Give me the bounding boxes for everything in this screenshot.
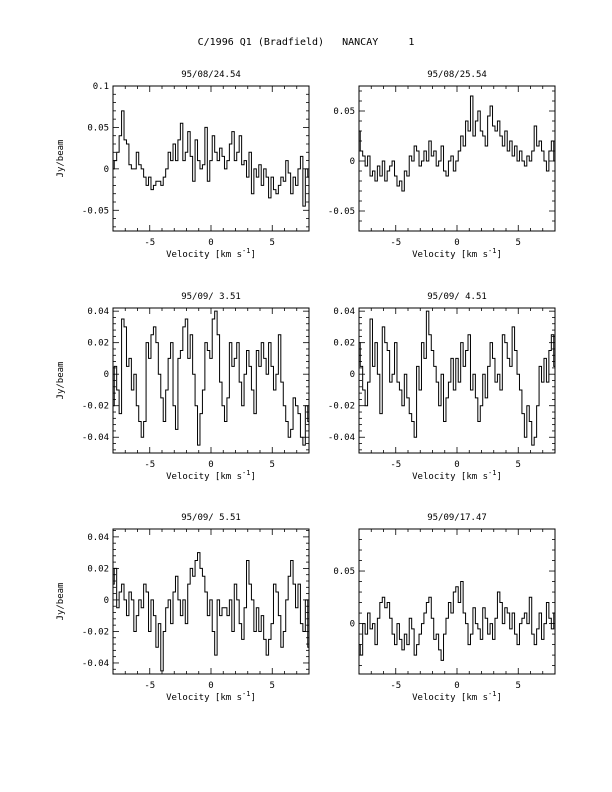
x-axis-label-exponent: -1 <box>488 247 496 255</box>
x-axis-label: Velocity [km s-1] <box>166 247 256 260</box>
y-tick-label: 0 <box>104 596 109 606</box>
y-tick-label: -0.04 <box>82 659 109 669</box>
x-tick-label: 0 <box>208 460 213 470</box>
y-tick-label: -0.02 <box>82 402 109 412</box>
page-title: C/1996 Q1 (Bradfield) NANCAY 1 <box>197 37 415 48</box>
panel-4: -5 0 5 -0.04 -0.02 0 0.02 0.04 95/09/ 4.51 Veloci… <box>328 292 556 482</box>
y-axis-label: Jy/beam <box>56 140 66 178</box>
x-tick-label: 0 <box>454 681 459 691</box>
y-tick-label: 0 <box>104 165 109 175</box>
x-axis-label-main: Velocity [km s <box>166 693 242 703</box>
x-tick-label: -5 <box>144 238 155 248</box>
x-tick-label: 5 <box>516 460 521 470</box>
y-tick-label: -0.04 <box>82 433 109 443</box>
x-tick-label: 0 <box>454 460 459 470</box>
x-tick-label: 5 <box>270 238 275 248</box>
y-tick-label: 0.05 <box>333 107 355 117</box>
panel-title: 95/08/25.54 <box>427 70 487 80</box>
y-axis-label: Jy/beam <box>56 583 66 621</box>
y-tick-label: 0.05 <box>333 567 355 577</box>
x-axis-label-exponent: -1 <box>242 247 250 255</box>
x-axis-label-close: ] <box>496 250 501 260</box>
spectrum-line <box>113 110 309 207</box>
plot-frame <box>112 528 310 675</box>
x-axis-label-exponent: -1 <box>242 469 250 477</box>
x-tick-label: 0 <box>454 238 459 248</box>
panel-title: 95/09/ 3.51 <box>181 292 241 302</box>
x-tick-label: -5 <box>144 681 155 691</box>
x-tick-label: 5 <box>516 681 521 691</box>
panel-3: -5 0 5 -0.04 -0.02 0 0.02 0.04 95/09/ 3.51 Veloci… <box>56 292 310 482</box>
x-tick-label: -5 <box>144 460 155 470</box>
y-tick-label: 0.02 <box>333 339 355 349</box>
y-tick-label: -0.02 <box>328 402 355 412</box>
x-axis-label: Velocity [km s-1] <box>166 469 256 482</box>
x-axis-label: Velocity [km s-1] <box>412 469 502 482</box>
x-tick-label: 5 <box>516 238 521 248</box>
plot-frame <box>358 528 556 675</box>
x-axis-label-close: ] <box>250 472 255 482</box>
y-tick-label: 0.02 <box>87 564 109 574</box>
x-axis-label-main: Velocity [km s <box>412 693 488 703</box>
y-tick-label: 0 <box>104 370 109 380</box>
y-tick-label: -0.04 <box>328 433 355 443</box>
panel-title: 95/09/ 4.51 <box>427 292 487 302</box>
y-tick-label: 0.04 <box>87 533 109 543</box>
x-axis-label: Velocity [km s-1] <box>166 690 256 703</box>
y-tick-label: 0 <box>350 370 355 380</box>
x-axis-label-close: ] <box>496 472 501 482</box>
x-axis-label-main: Velocity [km s <box>412 250 488 260</box>
panel-title: 95/09/ 5.51 <box>181 513 241 523</box>
x-tick-label: -5 <box>390 460 401 470</box>
panel-2: -5 0 5 -0.05 0 0.05 95/08/25.54 Velocity [km s-… <box>328 70 556 260</box>
x-tick-label: -5 <box>390 681 401 691</box>
x-axis-label-main: Velocity [km s <box>166 472 242 482</box>
x-axis-label-close: ] <box>250 693 255 703</box>
panel-title: 95/09/17.47 <box>427 513 487 523</box>
y-tick-label: 0.04 <box>87 307 109 317</box>
x-axis-label-close: ] <box>496 693 501 703</box>
y-tick-label: 0.02 <box>87 339 109 349</box>
y-tick-label: 0 <box>350 620 355 630</box>
x-axis-label: Velocity [km s-1] <box>412 690 502 703</box>
panel-1: -5 0 5 -0.05 0 0.05 0.1 95/08/24.54 Velocity [km… <box>56 70 310 260</box>
x-axis-label-main: Velocity [km s <box>412 472 488 482</box>
x-tick-label: 5 <box>270 681 275 691</box>
x-axis-label: Velocity [km s-1] <box>412 247 502 260</box>
spectrum-line <box>359 95 555 192</box>
y-tick-label: -0.05 <box>82 206 109 216</box>
x-axis-label-exponent: -1 <box>488 690 496 698</box>
x-axis-label-exponent: -1 <box>242 690 250 698</box>
y-tick-label: -0.02 <box>82 627 109 637</box>
plot-frame <box>112 307 310 454</box>
x-tick-label: 0 <box>208 681 213 691</box>
panel-5: -5 0 5 -0.04 -0.02 0 0.02 0.04 95/09/ 5.51 Veloci… <box>56 513 310 703</box>
y-tick-label: 0.1 <box>93 82 109 92</box>
spectrum-line <box>113 552 309 672</box>
spectrum-line <box>113 310 309 446</box>
x-tick-label: 5 <box>270 460 275 470</box>
y-tick-label: 0.05 <box>87 123 109 133</box>
spectrum-line <box>359 581 555 661</box>
panel-title: 95/08/24.54 <box>181 70 241 80</box>
y-axis-label: Jy/beam <box>56 362 66 400</box>
y-tick-label: 0.04 <box>333 307 355 317</box>
x-axis-label-exponent: -1 <box>488 469 496 477</box>
plot-frame <box>112 85 310 232</box>
plot-frame <box>358 307 556 454</box>
x-axis-label-main: Velocity [km s <box>166 250 242 260</box>
x-tick-label: -5 <box>390 238 401 248</box>
x-axis-label-close: ] <box>250 250 255 260</box>
y-tick-label: -0.05 <box>328 207 355 217</box>
plot-frame <box>358 85 556 232</box>
panel-6: -5 0 5 0 0.05 95/09/17.47 Velocity [km s-1] <box>333 513 556 703</box>
spectrum-line <box>359 310 555 446</box>
y-tick-label: 0 <box>350 157 355 167</box>
x-tick-label: 0 <box>208 238 213 248</box>
